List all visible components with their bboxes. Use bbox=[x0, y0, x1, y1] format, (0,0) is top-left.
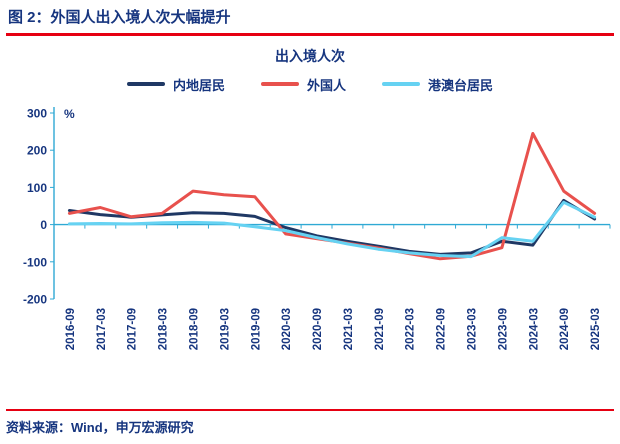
footer-rule bbox=[6, 409, 614, 411]
x-tick-label: 2018-09 bbox=[189, 308, 201, 350]
legend-label-foreigners: 外国人 bbox=[306, 77, 346, 93]
x-tick-label: 2020-03 bbox=[281, 308, 293, 350]
legend-item-mainland: 内地居民 bbox=[126, 75, 225, 94]
x-tick-label: 2022-03 bbox=[405, 308, 417, 350]
y-tick-label: -100 bbox=[23, 255, 47, 269]
legend-swatch-mainland bbox=[126, 82, 165, 86]
legend-label-hmt: 港澳台居民 bbox=[428, 77, 494, 93]
x-tick-label: 2023-03 bbox=[467, 308, 479, 350]
title-underline-rule bbox=[6, 33, 614, 36]
y-tick-label: -200 bbox=[23, 293, 47, 307]
x-tick-label: 2024-09 bbox=[559, 308, 571, 350]
chart-legend: 内地居民 外国人 港澳台居民 bbox=[6, 75, 614, 93]
x-tick-label: 2019-03 bbox=[219, 308, 231, 350]
x-tick-label: 2023-09 bbox=[497, 308, 509, 350]
footer: 资料来源：Wind，申万宏源研究 bbox=[6, 409, 614, 436]
legend-item-hmt: 港澳台居民 bbox=[382, 75, 493, 94]
legend-label-mainland: 内地居民 bbox=[172, 77, 225, 93]
y-tick-label: 300 bbox=[27, 107, 47, 121]
x-tick-label: 2018-03 bbox=[158, 308, 170, 350]
figure-title: 图 2：外国人出入境人次大幅提升 bbox=[8, 9, 231, 26]
x-tick-label: 2021-09 bbox=[374, 308, 386, 350]
x-tick-label: 2017-03 bbox=[96, 308, 108, 350]
legend-swatch-foreigners bbox=[260, 82, 299, 86]
x-tick-label: 2019-09 bbox=[250, 308, 262, 350]
x-tick-label: 2025-03 bbox=[590, 308, 602, 350]
entry-exit-line-chart: 300 200 100 0 -100 -200% 2016-09 2017-03 2017-09… bbox=[23, 107, 611, 350]
y-tick-label: 0 bbox=[40, 218, 47, 232]
x-tick-label: 2016-09 bbox=[65, 308, 77, 350]
chart-title: 出入境人次 bbox=[275, 48, 345, 64]
series-line-hmt bbox=[67, 200, 597, 259]
chart-area: 300 200 100 0 -100 -200% 2016-09 2017-03 2017-09… bbox=[6, 99, 614, 376]
x-tick-label: 2021-03 bbox=[343, 308, 355, 350]
y-tick-label: 100 bbox=[27, 181, 47, 195]
legend-item-foreigners: 外国人 bbox=[260, 75, 346, 94]
x-tick-label: 2022-09 bbox=[436, 308, 448, 350]
x-tick-label: 2024-03 bbox=[528, 308, 540, 350]
source-note: 资料来源：Wind，申万宏源研究 bbox=[6, 420, 194, 435]
x-tick-label: 2020-09 bbox=[312, 308, 324, 350]
y-tick-label: 200 bbox=[27, 144, 47, 158]
legend-swatch-hmt bbox=[382, 82, 420, 86]
y-axis-unit-label: % bbox=[64, 107, 75, 121]
x-tick-label: 2017-09 bbox=[127, 308, 139, 350]
